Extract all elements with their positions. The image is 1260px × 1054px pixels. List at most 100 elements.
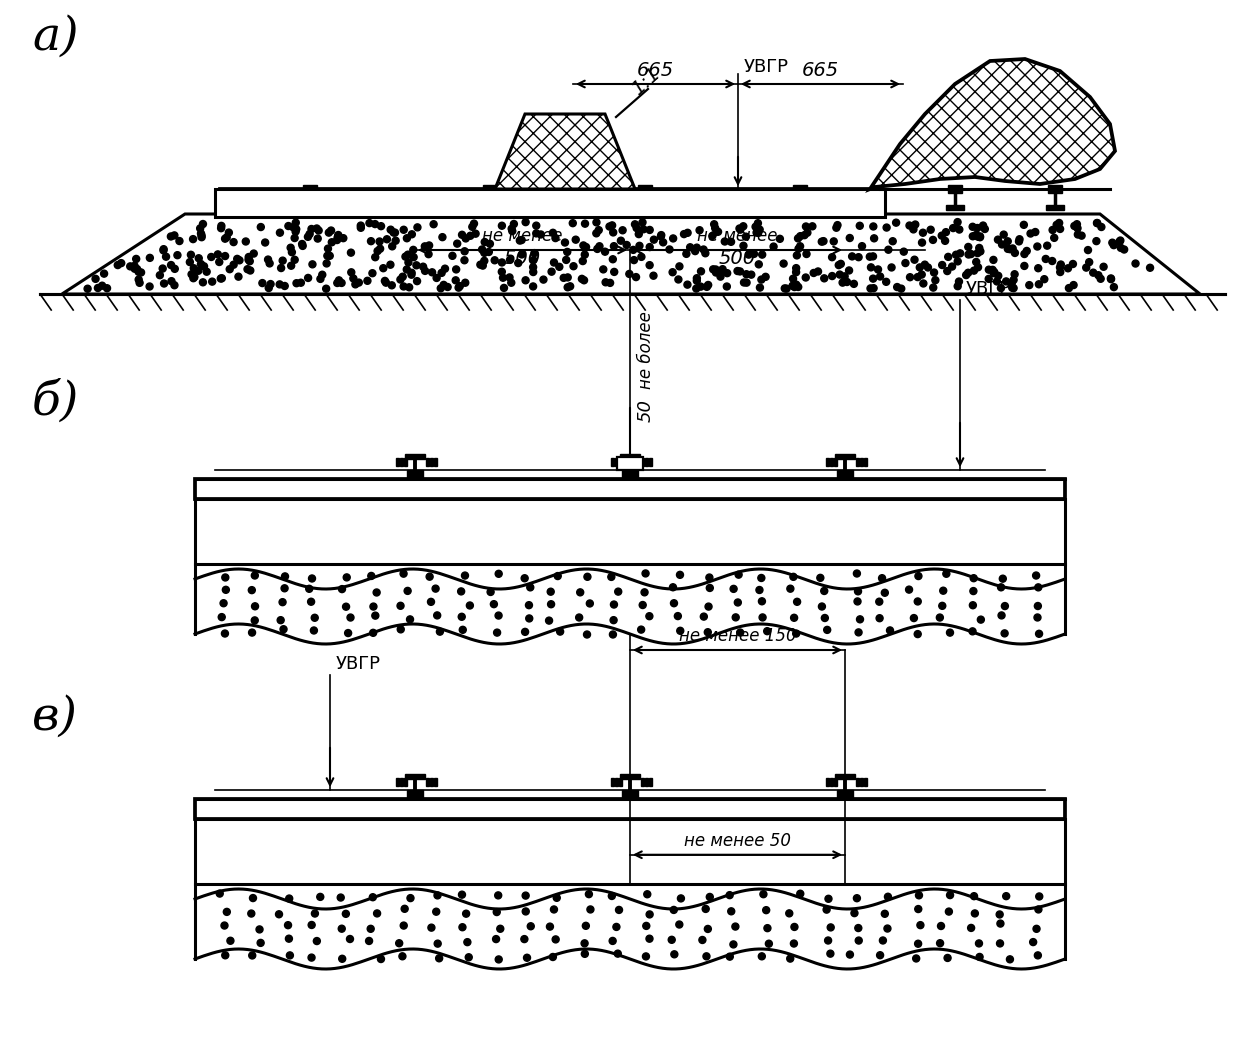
Circle shape (915, 905, 922, 913)
Bar (615, 778, 617, 786)
Circle shape (285, 222, 292, 230)
Circle shape (215, 258, 223, 266)
Bar (617, 457, 643, 470)
Text: не менее 50: не менее 50 (684, 832, 791, 850)
Circle shape (1021, 221, 1027, 229)
Circle shape (954, 258, 961, 265)
Circle shape (587, 906, 593, 913)
Circle shape (499, 274, 507, 281)
Circle shape (522, 574, 528, 582)
Circle shape (280, 257, 286, 265)
Circle shape (721, 238, 728, 245)
Circle shape (998, 285, 1004, 292)
Circle shape (703, 953, 709, 960)
Circle shape (762, 273, 769, 280)
Circle shape (723, 270, 731, 276)
Circle shape (757, 276, 765, 284)
Circle shape (740, 242, 747, 249)
Circle shape (940, 587, 946, 594)
Circle shape (920, 229, 926, 236)
Circle shape (346, 614, 354, 621)
Circle shape (717, 273, 724, 280)
Circle shape (692, 248, 698, 255)
Circle shape (352, 280, 359, 288)
Circle shape (1034, 952, 1041, 959)
Bar (615, 458, 617, 466)
Circle shape (227, 937, 234, 944)
Circle shape (704, 629, 712, 636)
Circle shape (756, 285, 764, 291)
Circle shape (266, 285, 272, 292)
Circle shape (292, 228, 299, 235)
Circle shape (522, 218, 529, 226)
Circle shape (609, 222, 616, 229)
Circle shape (762, 906, 770, 914)
Circle shape (1095, 272, 1101, 278)
Circle shape (741, 279, 747, 286)
Circle shape (879, 937, 886, 944)
Circle shape (874, 266, 882, 273)
Circle shape (459, 892, 465, 898)
Circle shape (373, 589, 381, 596)
Circle shape (714, 229, 722, 235)
Circle shape (646, 612, 653, 620)
Circle shape (751, 251, 757, 257)
Circle shape (838, 260, 844, 268)
Bar (195, 479, 1065, 499)
Circle shape (368, 572, 374, 580)
Circle shape (730, 585, 737, 592)
Circle shape (420, 264, 427, 270)
Circle shape (146, 254, 154, 261)
Circle shape (917, 921, 924, 929)
Circle shape (646, 935, 653, 942)
Circle shape (289, 249, 295, 256)
Circle shape (436, 955, 442, 962)
Circle shape (1002, 630, 1008, 637)
Circle shape (669, 584, 677, 590)
Circle shape (693, 245, 701, 251)
Circle shape (970, 587, 976, 594)
Circle shape (764, 924, 771, 932)
Circle shape (702, 905, 709, 913)
Circle shape (314, 235, 321, 242)
Circle shape (220, 922, 228, 929)
Circle shape (546, 617, 553, 624)
Text: 665: 665 (801, 61, 839, 80)
Circle shape (969, 233, 977, 239)
Circle shape (610, 256, 616, 262)
Circle shape (561, 274, 567, 281)
Circle shape (479, 262, 486, 269)
Circle shape (845, 267, 853, 274)
Circle shape (135, 269, 142, 275)
Circle shape (307, 226, 315, 233)
Circle shape (675, 262, 683, 270)
Circle shape (610, 601, 617, 608)
Circle shape (339, 955, 345, 962)
Circle shape (786, 955, 794, 962)
Bar (1046, 204, 1063, 210)
Circle shape (214, 251, 222, 258)
Circle shape (404, 587, 411, 594)
Circle shape (698, 268, 704, 275)
Circle shape (593, 230, 600, 237)
Circle shape (370, 603, 377, 610)
Circle shape (794, 252, 800, 259)
Circle shape (432, 585, 438, 592)
Circle shape (635, 231, 643, 237)
Bar (645, 458, 648, 466)
Circle shape (816, 574, 824, 582)
Circle shape (392, 237, 399, 245)
Circle shape (791, 284, 798, 291)
Circle shape (644, 891, 650, 898)
Circle shape (517, 237, 523, 245)
Circle shape (824, 626, 830, 633)
Circle shape (1090, 269, 1096, 276)
Circle shape (976, 234, 984, 240)
Circle shape (1050, 227, 1056, 234)
Circle shape (835, 261, 842, 269)
Bar (638, 186, 651, 193)
Circle shape (367, 925, 374, 933)
Circle shape (382, 277, 388, 285)
Bar (302, 186, 318, 193)
Circle shape (829, 273, 835, 279)
